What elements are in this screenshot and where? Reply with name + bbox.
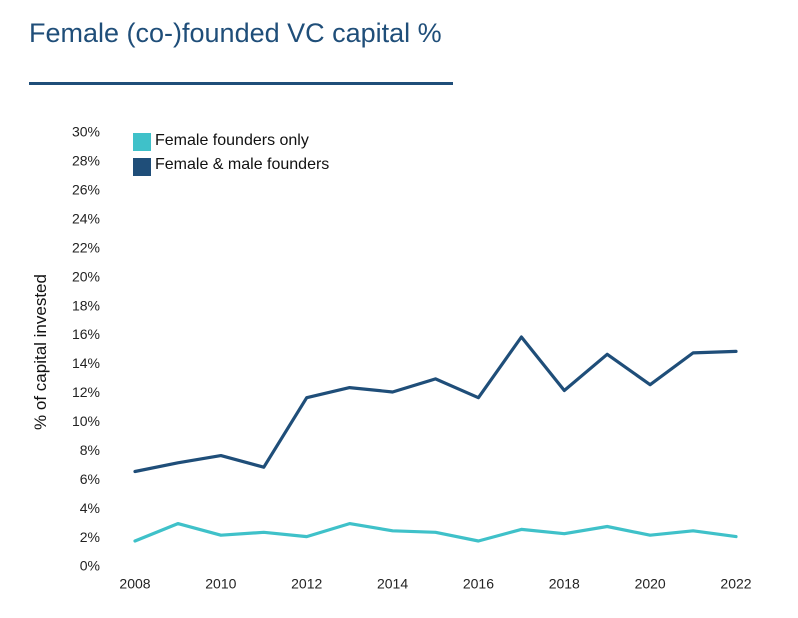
y-tick-label: 10% (72, 413, 100, 429)
x-tick-label: 2016 (463, 576, 494, 592)
series-line-female-male-founders (133, 335, 738, 474)
x-tick-label: 2020 (635, 576, 666, 592)
y-tick-label: 6% (80, 471, 100, 487)
y-axis-ticks: 0% 2% 4% 6% 8% 10% 12% 14% 16% 18% 20% 22% 24% 26% 28%… (72, 124, 100, 574)
y-tick-label: 12% (72, 384, 100, 400)
x-tick-label: 2014 (377, 576, 408, 592)
series-lines (133, 335, 738, 543)
chart-title: Female (co-)founded VC capital % (29, 18, 442, 48)
legend-label-female-founders-only: Female founders only (155, 132, 309, 149)
y-tick-label: 18% (72, 297, 100, 313)
y-tick-label: 22% (72, 239, 100, 255)
series-line-female-founders-only (133, 521, 738, 543)
x-tick-label: 2018 (549, 576, 580, 592)
x-tick-label: 2012 (291, 576, 322, 592)
y-tick-label: 16% (72, 326, 100, 342)
y-tick-label: 8% (80, 442, 100, 458)
y-tick-label: 26% (72, 182, 100, 198)
title-underline (29, 82, 453, 85)
y-axis-label: % of capital invested (31, 274, 50, 430)
legend-swatch-female-founders-only (133, 133, 151, 151)
y-tick-label: 20% (72, 268, 100, 284)
y-tick-label: 14% (72, 355, 100, 371)
y-tick-label: 30% (72, 124, 100, 140)
x-tick-label: 2022 (720, 576, 751, 592)
y-tick-label: 2% (80, 529, 100, 545)
legend-label-female-male-founders: Female & male founders (155, 156, 329, 173)
x-tick-label: 2008 (119, 576, 150, 592)
y-tick-label: 28% (72, 153, 100, 169)
y-tick-label: 0% (80, 558, 100, 574)
legend-swatch-female-male-founders (133, 158, 151, 176)
x-tick-label: 2010 (205, 576, 236, 592)
y-tick-label: 24% (72, 211, 100, 227)
x-axis-ticks: 2008 2010 2012 2014 2016 2018 2020 2022 (119, 576, 751, 592)
legend: Female founders only Female & male found… (133, 132, 329, 176)
y-tick-label: 4% (80, 500, 100, 516)
